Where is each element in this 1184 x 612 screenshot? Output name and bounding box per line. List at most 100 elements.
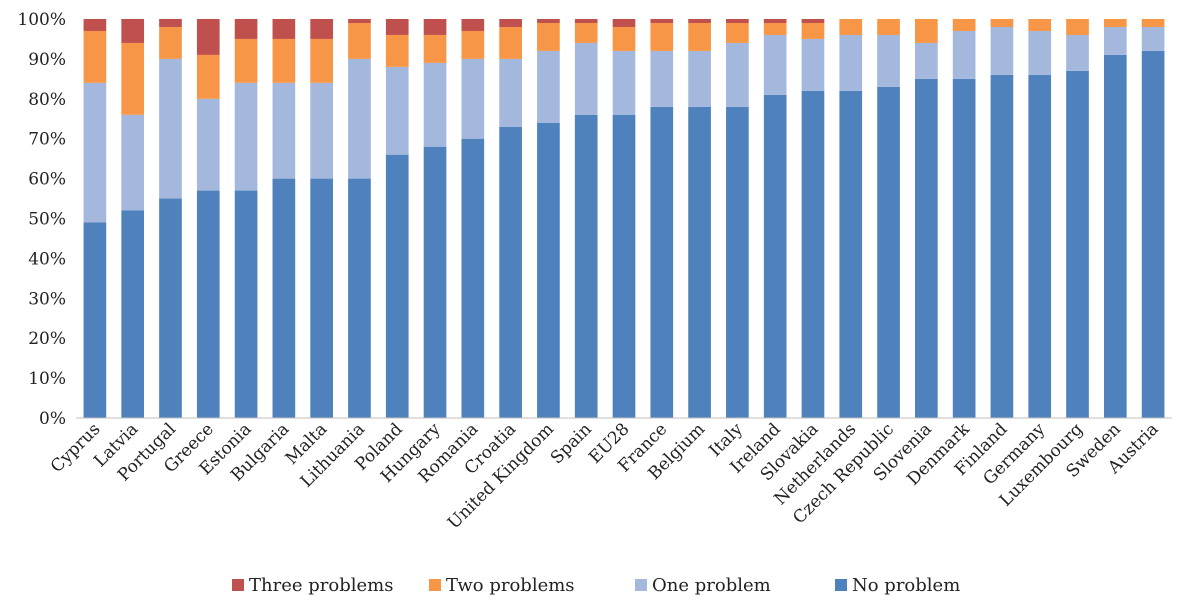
bar-segment <box>574 22 598 43</box>
legend-swatch <box>232 579 244 591</box>
bar-segment <box>612 50 636 115</box>
bar-segment <box>726 22 749 43</box>
y-tick-label: 30% <box>28 289 66 309</box>
bar-stack <box>461 19 485 418</box>
bar-segment <box>234 38 258 83</box>
bar-segment <box>461 19 485 31</box>
bar-segment <box>159 198 182 418</box>
bar-stack <box>1066 19 1089 419</box>
bar-segment <box>121 114 145 211</box>
bar-segment <box>423 146 447 418</box>
bar-segment <box>688 106 711 418</box>
bar-segment <box>1066 34 1089 71</box>
bar-segment <box>763 19 787 23</box>
bar-segment <box>801 38 825 91</box>
bar-stack <box>650 19 674 418</box>
bar-segment <box>801 19 825 23</box>
bar-segment <box>499 19 522 27</box>
bar-stack <box>310 19 333 418</box>
bar-segment <box>726 42 749 107</box>
bar-stack <box>688 19 711 418</box>
bar-segment <box>952 78 976 418</box>
bar-segment <box>385 66 409 155</box>
bar-segment <box>234 82 258 191</box>
bar-segment <box>196 98 220 191</box>
bar-stack <box>499 19 522 418</box>
bar-stack <box>763 19 787 418</box>
bar-segment <box>537 22 560 51</box>
bar-stack <box>196 19 220 418</box>
bar-segment <box>877 34 900 87</box>
bar-segment <box>537 122 560 419</box>
bar-stack <box>348 19 371 418</box>
bar-segment <box>537 50 560 123</box>
x-category-label: Spain <box>547 419 596 468</box>
y-tick-label: 80% <box>28 90 66 110</box>
bar-segment <box>461 30 485 59</box>
legend-item: No problem <box>835 575 960 596</box>
bar-segment <box>1028 19 1052 31</box>
x-axis: CyprusLatviaPortugalGreeceEstoniaBulgari… <box>47 417 1172 533</box>
bar-segment <box>877 19 900 35</box>
bar-segment <box>688 50 711 107</box>
bar-segment <box>83 19 107 31</box>
legend-label: No problem <box>852 575 960 596</box>
bar-stack <box>234 19 258 418</box>
bar-segment <box>348 19 371 23</box>
bar-segment <box>1141 26 1165 51</box>
bar-segment <box>1141 19 1165 27</box>
legend-label: One problem <box>652 575 771 596</box>
bar-segment <box>801 22 825 39</box>
bar-segment <box>650 19 674 23</box>
bar-stack <box>801 19 825 418</box>
bar-segment <box>990 19 1014 27</box>
bar-segment <box>1066 19 1089 35</box>
bar-segment <box>159 26 182 59</box>
y-tick-label: 0% <box>39 409 66 429</box>
bar-segment <box>612 114 636 418</box>
bar-segment <box>1141 50 1165 419</box>
bar-segment <box>348 58 371 179</box>
bar-segment <box>915 78 938 418</box>
bars <box>83 19 1165 419</box>
bar-segment <box>726 106 749 418</box>
bar-segment <box>537 19 560 23</box>
bar-stack <box>121 19 145 418</box>
bar-stack <box>385 19 409 418</box>
bar-segment <box>952 19 976 31</box>
bar-segment <box>1103 19 1127 27</box>
bar-segment <box>272 19 296 39</box>
bar-segment <box>461 58 485 139</box>
bar-stack <box>726 19 749 418</box>
bar-segment <box>310 38 333 83</box>
legend-item: Three problems <box>232 575 393 596</box>
bar-segment <box>272 178 296 418</box>
bar-segment <box>499 58 522 127</box>
bar-stack <box>574 19 598 418</box>
bar-segment <box>499 26 522 59</box>
y-tick-label: 10% <box>28 369 66 389</box>
bar-segment <box>915 42 938 79</box>
legend-swatch <box>429 579 441 591</box>
bar-segment <box>650 22 674 51</box>
bar-stack <box>1141 19 1165 419</box>
bar-segment <box>763 94 787 418</box>
bar-segment <box>234 19 258 39</box>
bar-segment <box>121 19 145 43</box>
bar-stack <box>537 19 560 419</box>
bar-segment <box>763 22 787 35</box>
y-tick-label: 20% <box>28 329 66 349</box>
bar-stack <box>612 19 636 418</box>
y-tick-label: 70% <box>28 130 66 150</box>
y-tick-label: 60% <box>28 170 66 190</box>
bar-segment <box>159 58 182 199</box>
bar-stack <box>1028 19 1052 419</box>
legend-item: One problem <box>635 575 771 596</box>
bar-segment <box>423 34 447 63</box>
bar-segment <box>801 90 825 418</box>
bar-stack <box>952 19 976 418</box>
bar-segment <box>1103 26 1127 55</box>
bar-segment <box>159 19 182 27</box>
bar-segment <box>196 54 220 99</box>
